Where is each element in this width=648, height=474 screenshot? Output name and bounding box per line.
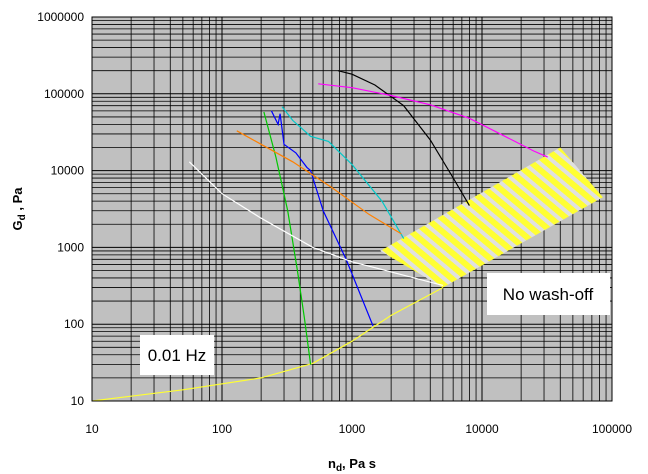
y-tick-label: 100000 bbox=[44, 87, 84, 101]
y-tick-label: 10000 bbox=[51, 164, 85, 178]
y-tick-label: 10 bbox=[71, 394, 85, 408]
y-tick-label: 1000 bbox=[57, 240, 84, 254]
no-wash-off-region bbox=[380, 147, 603, 288]
annotation-frequency-box bbox=[140, 335, 214, 375]
x-tick-labels: 10 100 1000 10000 100000 bbox=[85, 422, 632, 436]
y-tick-label: 100 bbox=[64, 317, 84, 331]
annotation-no-wash-off-box bbox=[487, 273, 610, 315]
regions bbox=[380, 147, 603, 288]
series-line-1 bbox=[92, 287, 444, 401]
annotation-frequency-text: 0.01 Hz bbox=[148, 346, 207, 365]
y-axis-subscript: d bbox=[17, 214, 28, 220]
series-line-4 bbox=[281, 106, 405, 239]
series-line-2 bbox=[263, 111, 312, 365]
y-axis-unit: , Pa bbox=[10, 187, 25, 215]
series-line-7 bbox=[337, 70, 470, 206]
series-line-6 bbox=[188, 161, 444, 286]
plot-border bbox=[91, 16, 613, 402]
series-line-8 bbox=[318, 83, 548, 158]
grid bbox=[91, 17, 612, 402]
x-tick-label: 10000 bbox=[465, 422, 499, 436]
x-axis-symbol: n bbox=[328, 456, 336, 471]
x-tick-label: 1000 bbox=[339, 422, 366, 436]
y-axis-symbol: G bbox=[10, 220, 25, 230]
annotation-no-wash-off: No wash-off bbox=[487, 273, 610, 315]
series-line-3 bbox=[270, 110, 374, 327]
x-tick-label: 100000 bbox=[592, 422, 632, 436]
y-tick-labels: 10 100 1000 10000 100000 1000000 bbox=[37, 10, 84, 408]
y-axis-title: Gd , Pa bbox=[10, 187, 28, 231]
series-lines bbox=[92, 70, 548, 401]
y-tick-label: 1000000 bbox=[37, 10, 84, 24]
annotation-frequency: 0.01 Hz bbox=[140, 335, 214, 375]
x-axis-title: nd, Pa s bbox=[328, 456, 376, 474]
annotation-no-wash-off-text: No wash-off bbox=[503, 285, 594, 304]
series-line-5 bbox=[236, 130, 402, 235]
x-tick-label: 100 bbox=[212, 422, 232, 436]
x-axis-subscript: d bbox=[336, 463, 342, 474]
x-axis-unit: , Pa s bbox=[342, 456, 376, 471]
x-tick-label: 10 bbox=[85, 422, 99, 436]
